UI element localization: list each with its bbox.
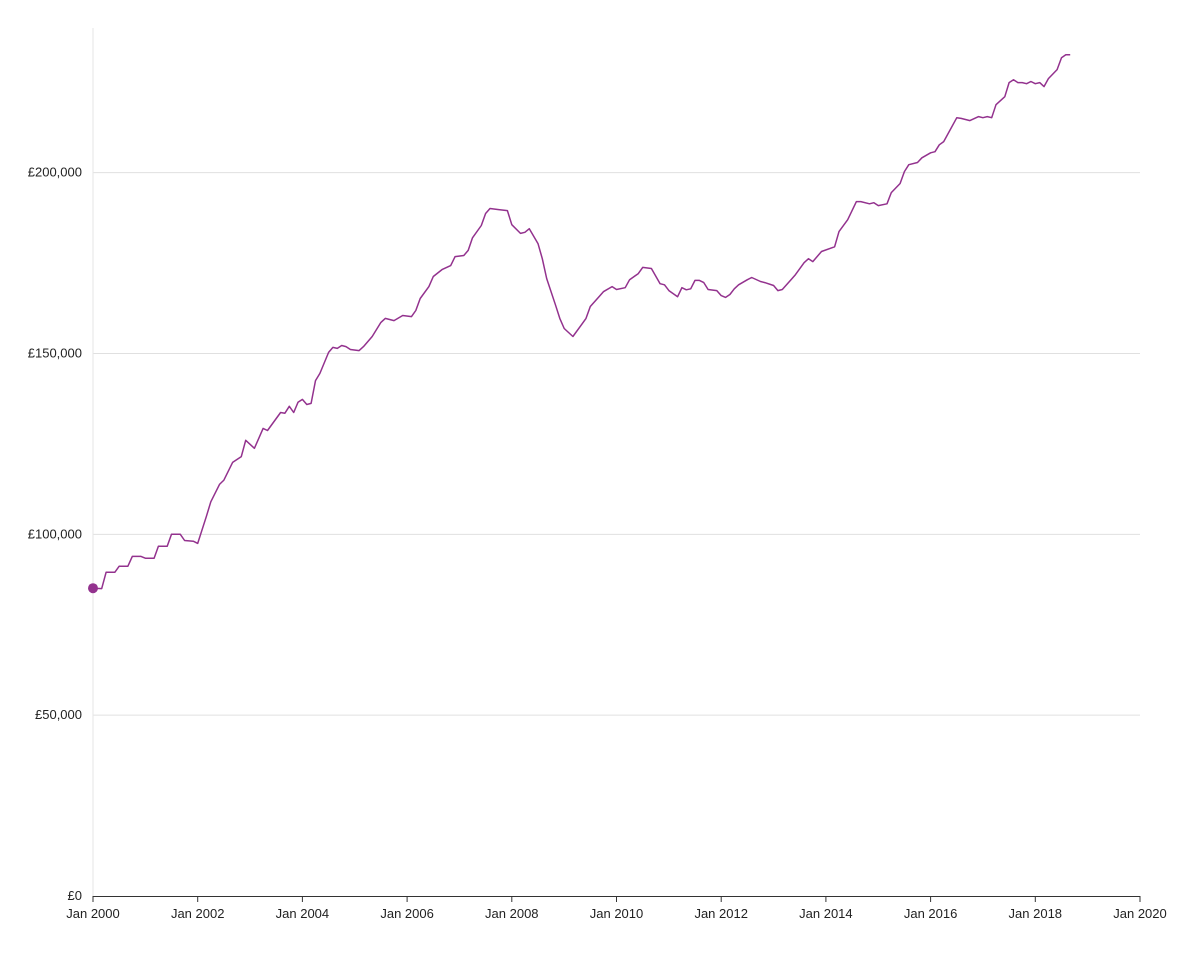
- x-tick-label: Jan 2018: [1009, 906, 1063, 921]
- y-tick-label: £100,000: [28, 526, 82, 541]
- x-axis-ticks: Jan 2000 Jan 2002 Jan 2004 Jan 2006 Jan 2008…: [66, 896, 1167, 921]
- y-tick-label: £150,000: [28, 346, 82, 361]
- x-tick-label: Jan 2000: [66, 906, 120, 921]
- y-axis-ticks: £0 £50,000 £100,000 £150,000 £200,000: [28, 165, 82, 903]
- gridlines: [93, 172, 1140, 716]
- y-tick-label: £200,000: [28, 165, 82, 180]
- x-tick-label: Jan 2012: [694, 906, 748, 921]
- x-tick-label: Jan 2014: [799, 906, 853, 921]
- x-tick-label: Jan 2016: [904, 906, 958, 921]
- highlight-point[interactable]: [88, 583, 98, 594]
- x-tick-label: Jan 2020: [1113, 906, 1167, 921]
- x-tick-label: Jan 2002: [171, 906, 225, 921]
- y-tick-label: £50,000: [35, 707, 82, 722]
- x-tick-label: Jan 2006: [380, 906, 434, 921]
- x-tick-label: Jan 2008: [485, 906, 539, 921]
- y-tick-label: £0: [68, 888, 82, 903]
- series-line: [92, 54, 1071, 590]
- x-tick-label: Jan 2004: [276, 906, 330, 921]
- x-tick-label: Jan 2010: [590, 906, 644, 921]
